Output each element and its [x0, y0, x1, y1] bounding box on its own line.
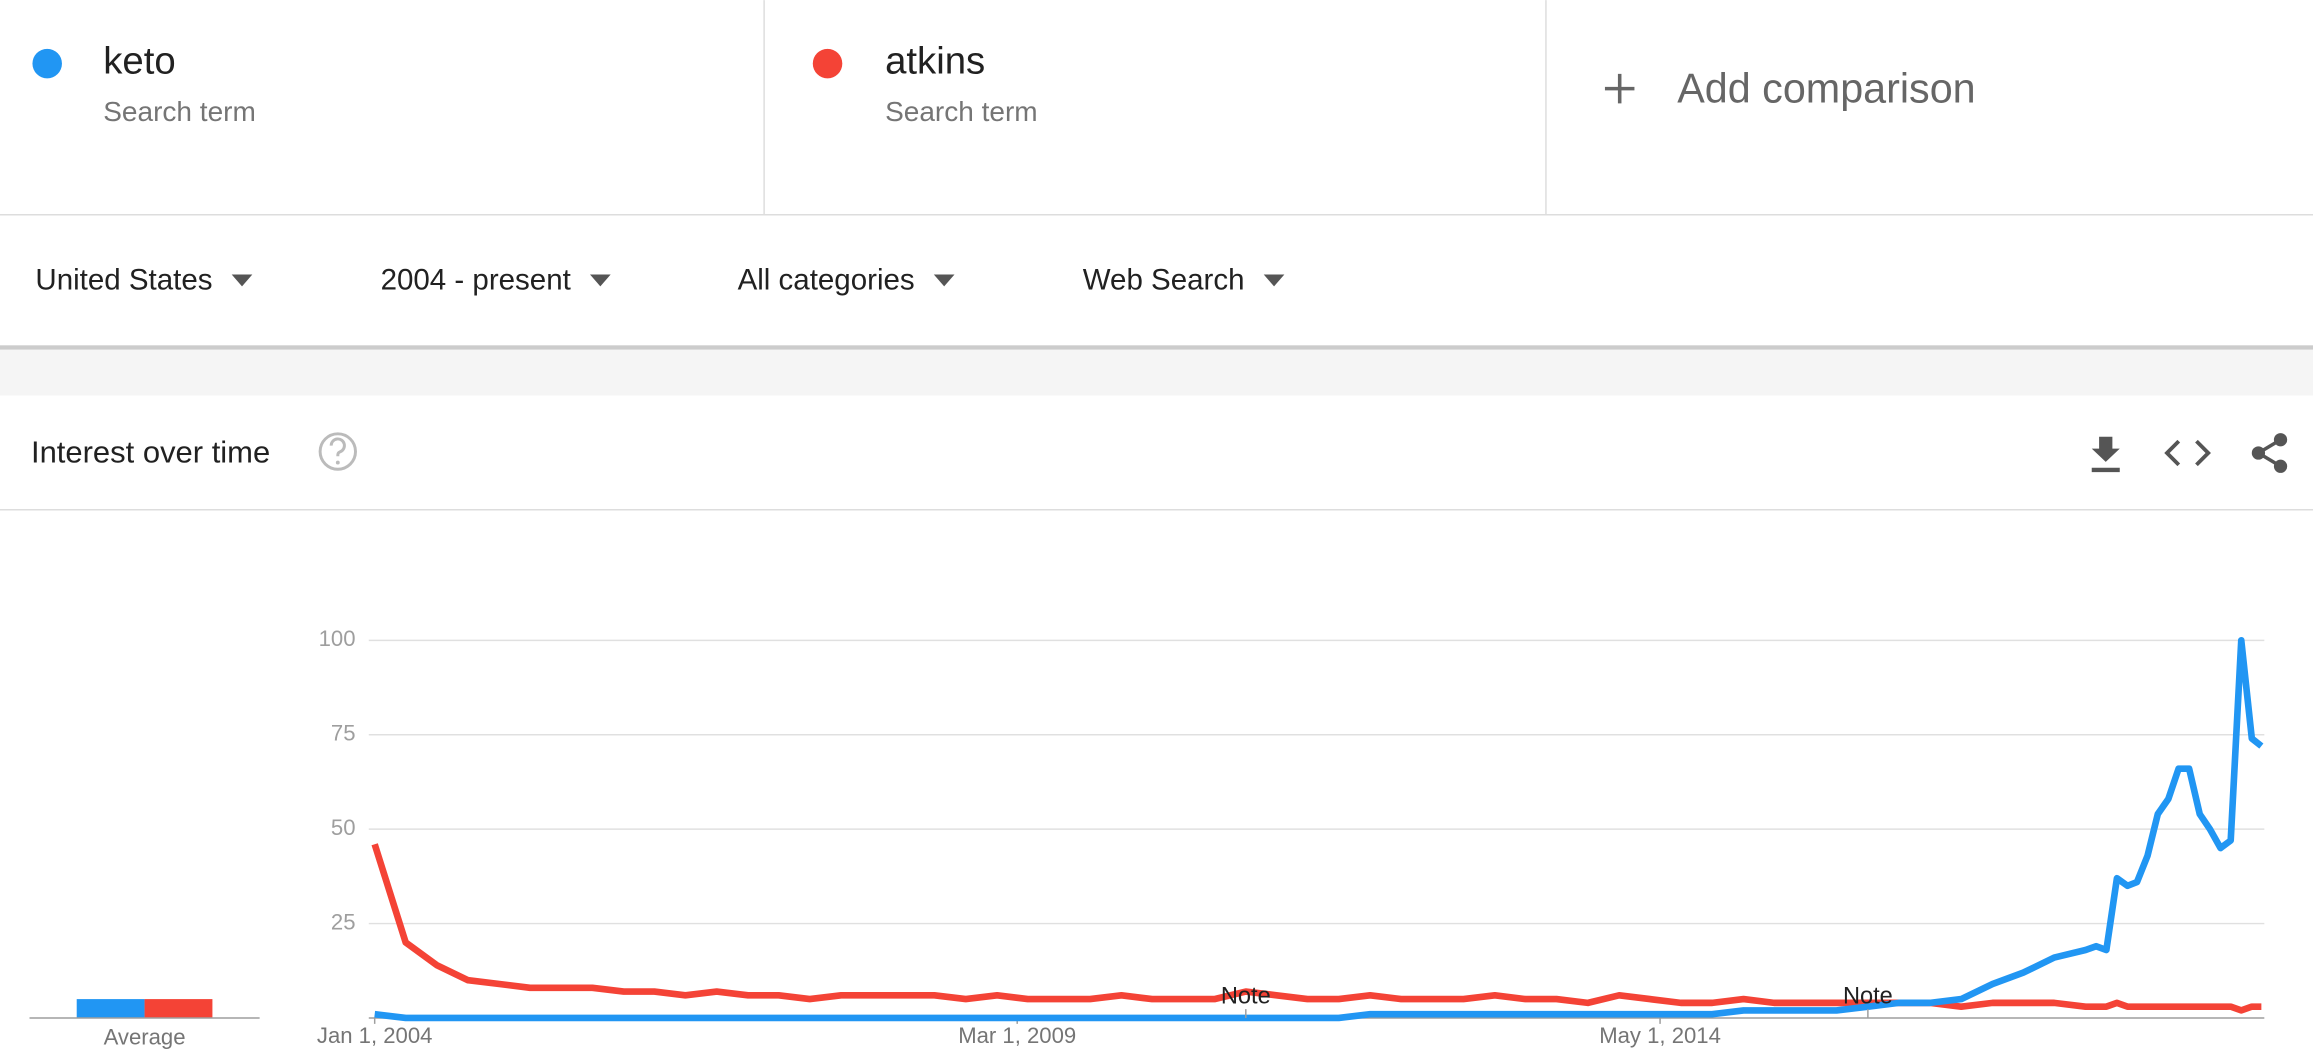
- filter-label: Web Search: [1083, 264, 1245, 297]
- dropdown-arrow: [1263, 274, 1285, 287]
- filter-dropdown[interactable]: All categories: [738, 264, 955, 297]
- chart: 25 50 75 100 Jan 1, 2004 Mar 1, 2009 May 1, 20…: [29, 626, 2265, 1049]
- x-tick-label: Jan 1, 2004: [317, 1023, 433, 1048]
- share-node: [2273, 433, 2288, 447]
- y-tick-label: 25: [331, 909, 356, 934]
- filter-label: United States: [35, 264, 212, 297]
- x-tick-label: May 1, 2014: [1599, 1023, 1721, 1048]
- annotation-label[interactable]: Note: [1221, 984, 1271, 1010]
- term-type: Search term: [103, 96, 256, 127]
- term-dot: [32, 48, 62, 79]
- filter-dropdown[interactable]: Web Search: [1083, 264, 1285, 297]
- average-bar: [76, 999, 145, 1018]
- term-dot: [812, 48, 843, 79]
- series-line: [371, 843, 2262, 1014]
- y-tick-label: 100: [319, 626, 356, 651]
- embed-icon: [2164, 439, 2211, 467]
- y-tick-label: 75: [331, 721, 356, 746]
- section-title: Interest over time: [31, 435, 270, 470]
- annotation-label[interactable]: Note: [1843, 984, 1893, 1010]
- dropdown-arrow: [933, 274, 955, 287]
- add-comparison-label: Add comparison: [1677, 66, 1975, 112]
- embed-button[interactable]: [2164, 439, 2211, 467]
- average-label: Average: [104, 1024, 186, 1049]
- average-bar: [144, 999, 213, 1018]
- help-glyph: [329, 437, 346, 457]
- y-tick-label: 50: [331, 815, 356, 840]
- term-card[interactable]: atkins Search term: [812, 40, 1038, 127]
- x-tick-label: Mar 1, 2009: [958, 1023, 1076, 1048]
- dropdown-arrow: [231, 274, 253, 287]
- filter-bar: United States 2004 - present All categorie…: [35, 264, 1285, 297]
- filter-label: All categories: [738, 264, 915, 297]
- term-name: atkins: [885, 40, 985, 83]
- gap-band: [0, 349, 2313, 396]
- download-icon: [2091, 436, 2120, 473]
- filter-label: 2004 - present: [381, 264, 571, 297]
- dropdown-arrow: [590, 274, 611, 287]
- series-line: [374, 637, 2264, 1022]
- help-circle: [318, 432, 357, 471]
- term-type: Search term: [885, 96, 1038, 127]
- term-name: keto: [103, 40, 175, 83]
- share-node: [2251, 446, 2266, 460]
- download-button[interactable]: [2091, 436, 2120, 473]
- share-node: [2273, 459, 2288, 473]
- help-dot: [335, 460, 340, 465]
- add-comparison[interactable]: Add comparison: [1604, 66, 1976, 112]
- help-icon[interactable]: [318, 432, 357, 471]
- filter-dropdown[interactable]: United States: [35, 264, 253, 297]
- plus-icon: [1604, 73, 1635, 104]
- filter-dropdown[interactable]: 2004 - present: [381, 264, 611, 297]
- term-card[interactable]: keto Search term: [32, 40, 256, 127]
- share-button[interactable]: [2251, 433, 2288, 473]
- shadow: [0, 345, 2313, 350]
